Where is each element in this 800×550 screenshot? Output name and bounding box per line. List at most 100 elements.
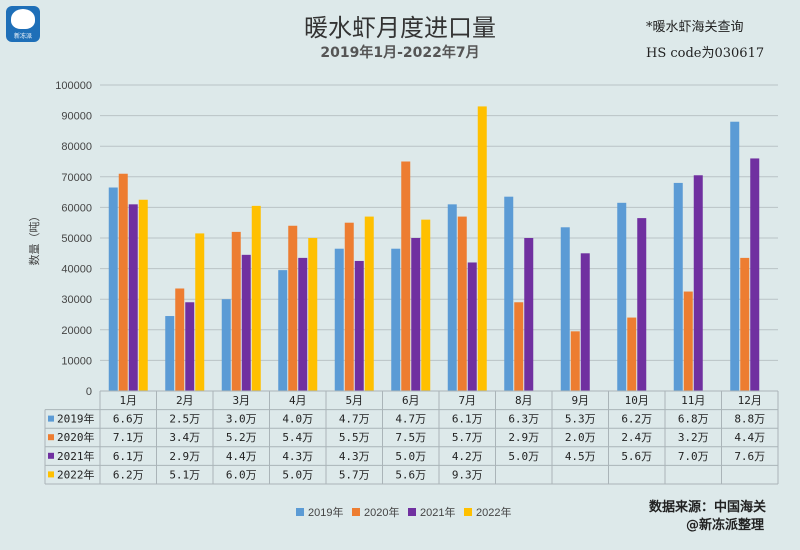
bar-2019年-5月 [334,248,344,391]
table-series-label: 2019年 [57,412,95,426]
bar-2020年-2月 [175,288,185,391]
table-value: 2.5万 [169,413,200,426]
category-label: 9月 [571,394,589,407]
table-value: 3.4万 [169,431,200,444]
table-value: 6.8万 [678,413,709,426]
table-legend-swatch [48,452,54,459]
table-value: 5.0万 [395,450,426,463]
bar-2020年-7月 [457,216,467,391]
category-label: 3月 [232,394,250,407]
category-label: 10月 [625,394,649,407]
polar-bear-icon [11,9,35,29]
legend-label: 2019年 [308,505,343,519]
table-value: 5.6万 [621,450,652,463]
bar-2022年-5月 [364,216,374,391]
y-tick-label: 60000 [61,202,92,214]
bar-2021年-8月 [524,238,534,391]
table-value: 6.2万 [621,413,652,426]
y-tick-label: 80000 [61,141,92,153]
bar-2020年-1月 [118,173,128,391]
table-value: 6.6万 [113,413,144,426]
bar-2020年-12月 [740,257,750,391]
bar-2022年-1月 [138,199,148,391]
table-value: 6.2万 [113,468,144,481]
bar-2019年-6月 [391,248,401,391]
bar-2021年-9月 [580,253,590,391]
bar-2020年-6月 [401,161,411,391]
bar-2021年-4月 [298,257,308,391]
bar-2020年-8月 [514,302,524,391]
bar-2022年-4月 [308,238,318,391]
y-tick-label: 0 [86,386,92,398]
table-value: 6.1万 [113,450,144,463]
table-series-label: 2022年 [57,467,95,481]
table-value: 9.3万 [452,468,483,481]
legend-label: 2021年 [420,505,455,519]
bar-2020年-4月 [288,225,298,391]
y-tick-label: 100000 [55,80,92,92]
bar-2019年-4月 [278,270,288,391]
chart-subtitle: 2019年1月-2022年7月 [320,45,480,61]
category-label: 11月 [681,394,705,407]
category-label: 1月 [119,394,137,407]
y-tick-label: 10000 [61,355,92,367]
table-value: 4.0万 [282,413,313,426]
category-label: 5月 [345,394,363,407]
y-tick-label: 50000 [61,233,92,245]
table-series-label: 2021年 [57,449,95,463]
table-value: 5.7万 [452,431,483,444]
bar-2020年-9月 [570,331,580,391]
table-value: 5.1万 [169,468,200,481]
table-value: 5.7万 [339,468,370,481]
table-legend-swatch [48,471,54,478]
table-value: 2.0万 [565,431,596,444]
y-axis-label: 数量（吨） [28,211,41,266]
category-label: 8月 [515,394,533,407]
table-value: 4.4万 [226,450,257,463]
table-value: 5.0万 [508,450,539,463]
y-tick-label: 90000 [61,111,92,123]
table-legend-swatch [48,415,54,422]
table-value: 5.3万 [565,413,596,426]
table-value: 5.5万 [339,431,370,444]
bar-2020年-11月 [683,291,693,391]
bar-2022年-3月 [251,205,261,391]
bar-2019年-3月 [221,299,231,391]
table-value: 4.3万 [339,450,370,463]
table-value: 5.4万 [282,431,313,444]
table-value: 2.4万 [621,431,652,444]
table-legend-swatch [48,434,54,441]
bar-2019年-8月 [504,196,514,391]
bar-2019年-9月 [560,227,570,391]
bar-2021年-7月 [467,262,477,391]
legend-swatch [352,508,360,516]
table-value: 2.9万 [169,450,200,463]
y-tick-label: 30000 [61,294,92,306]
bar-2022年-6月 [421,219,431,391]
bar-2020年-3月 [231,231,241,391]
table-value: 2.9万 [508,431,539,444]
legend-swatch [296,508,304,516]
y-tick-label: 70000 [61,172,92,184]
hs-note-line2: HS code为030617 [646,46,765,61]
table-value: 7.5万 [395,431,426,444]
table-value: 7.6万 [734,450,765,463]
y-tick-label: 40000 [61,264,92,276]
table-value: 4.2万 [452,450,483,463]
table-series-label: 2020年 [57,430,95,444]
table-value: 4.7万 [395,413,426,426]
bar-2021年-11月 [693,175,703,391]
table-value: 7.0万 [678,450,709,463]
bar-2019年-2月 [165,316,175,391]
hs-note-line1: *暖水虾海关查询 [646,20,744,35]
table-value: 7.1万 [113,431,144,444]
bar-2019年-1月 [108,187,118,391]
logo-text: 新冻派 [13,33,32,40]
bar-2021年-10月 [637,218,647,391]
brand-logo: 新冻派 [6,6,40,42]
table-value: 4.7万 [339,413,370,426]
bar-2022年-7月 [477,106,487,392]
table-value: 6.3万 [508,413,539,426]
data-credit: @新冻派整理 [685,518,764,533]
bar-2021年-6月 [411,238,421,391]
